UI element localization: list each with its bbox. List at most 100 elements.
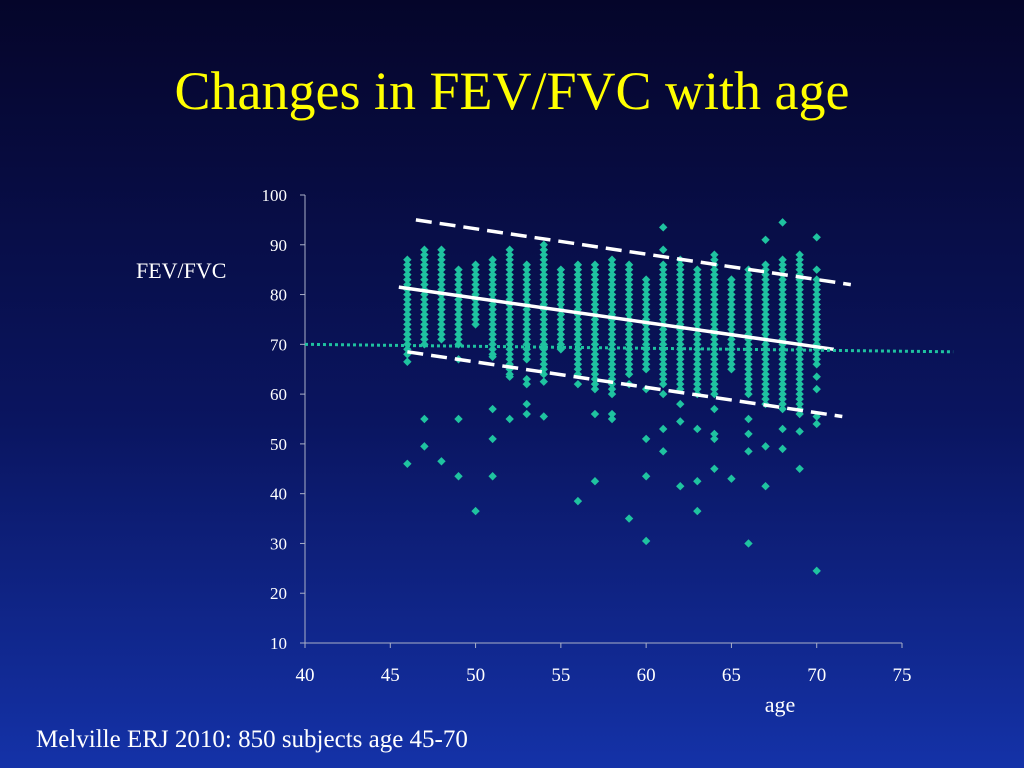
data-point bbox=[795, 285, 804, 294]
data-point bbox=[778, 305, 787, 314]
data-point bbox=[607, 384, 617, 394]
data-point bbox=[659, 325, 668, 334]
data-point bbox=[676, 345, 685, 354]
data-point bbox=[624, 355, 634, 364]
data-point bbox=[454, 320, 463, 329]
data-point bbox=[624, 305, 634, 314]
data-point bbox=[761, 374, 770, 384]
data-point bbox=[522, 335, 531, 344]
data-point bbox=[795, 305, 804, 314]
data-point bbox=[420, 330, 429, 339]
data-point bbox=[522, 260, 531, 269]
data-point bbox=[795, 255, 804, 264]
data-point bbox=[676, 270, 685, 279]
data-point bbox=[505, 285, 514, 294]
data-point bbox=[471, 300, 480, 309]
data-point bbox=[437, 305, 446, 314]
data-point bbox=[573, 295, 583, 304]
data-point bbox=[607, 300, 617, 309]
data-point bbox=[607, 260, 617, 269]
data-point bbox=[744, 379, 753, 389]
data-point bbox=[659, 310, 668, 319]
data-point bbox=[573, 280, 583, 289]
data-point bbox=[488, 265, 497, 274]
data-point bbox=[710, 404, 719, 414]
data-point bbox=[778, 374, 787, 384]
data-point bbox=[727, 340, 736, 349]
data-point bbox=[505, 290, 514, 299]
data-point bbox=[778, 300, 787, 309]
data-point bbox=[607, 350, 617, 359]
data-point bbox=[727, 325, 736, 334]
data-point bbox=[727, 305, 736, 314]
data-point bbox=[607, 330, 617, 339]
data-point bbox=[437, 265, 446, 274]
data-point bbox=[437, 457, 446, 466]
data-point bbox=[761, 280, 770, 289]
data-point bbox=[710, 255, 719, 264]
data-point bbox=[693, 335, 702, 344]
data-point bbox=[641, 360, 651, 369]
data-point bbox=[641, 325, 651, 334]
data-point bbox=[539, 335, 548, 344]
data-point bbox=[710, 295, 719, 304]
data-point bbox=[454, 265, 463, 274]
data-point bbox=[505, 330, 514, 339]
data-point bbox=[556, 320, 566, 329]
data-point bbox=[505, 275, 514, 284]
data-point bbox=[727, 295, 736, 304]
data-point bbox=[795, 280, 804, 289]
data-point bbox=[778, 325, 787, 334]
data-point bbox=[659, 260, 668, 269]
data-point bbox=[624, 370, 634, 379]
data-point bbox=[437, 255, 446, 264]
data-point bbox=[573, 379, 583, 389]
data-point bbox=[761, 290, 770, 299]
data-point bbox=[573, 260, 583, 269]
data-point bbox=[556, 275, 566, 284]
data-point bbox=[573, 340, 583, 349]
data-point bbox=[659, 360, 668, 369]
data-point bbox=[778, 350, 787, 359]
data-point bbox=[539, 325, 548, 334]
solid-trend-line bbox=[398, 285, 835, 352]
data-point bbox=[761, 365, 770, 374]
data-point bbox=[812, 419, 821, 429]
data-point bbox=[778, 310, 787, 319]
data-point bbox=[437, 330, 446, 339]
data-point bbox=[659, 370, 668, 379]
data-point bbox=[607, 355, 617, 364]
data-point bbox=[624, 365, 634, 374]
data-point bbox=[778, 394, 787, 404]
data-point bbox=[488, 345, 497, 354]
data-point bbox=[522, 270, 531, 279]
data-point bbox=[573, 360, 583, 369]
data-point bbox=[573, 345, 583, 354]
data-point bbox=[744, 315, 753, 324]
data-point bbox=[710, 340, 719, 349]
data-point bbox=[676, 320, 685, 329]
data-point bbox=[471, 270, 480, 279]
data-point bbox=[761, 389, 770, 399]
data-point bbox=[505, 260, 514, 269]
data-point bbox=[676, 285, 685, 294]
data-point bbox=[590, 477, 600, 486]
data-point bbox=[744, 389, 753, 399]
data-point bbox=[420, 320, 429, 329]
data-point bbox=[607, 335, 617, 344]
data-point bbox=[693, 310, 702, 319]
data-point bbox=[590, 265, 600, 274]
data-point bbox=[641, 472, 651, 481]
data-point bbox=[812, 265, 821, 274]
data-point bbox=[556, 325, 566, 334]
data-point bbox=[505, 350, 514, 359]
data-point bbox=[778, 265, 787, 274]
data-point bbox=[522, 355, 531, 364]
data-point bbox=[420, 300, 429, 309]
data-point bbox=[676, 360, 685, 369]
data-point bbox=[744, 355, 753, 364]
data-point bbox=[539, 310, 548, 319]
data-point bbox=[556, 315, 566, 324]
data-point bbox=[693, 350, 702, 359]
data-point bbox=[573, 496, 583, 506]
